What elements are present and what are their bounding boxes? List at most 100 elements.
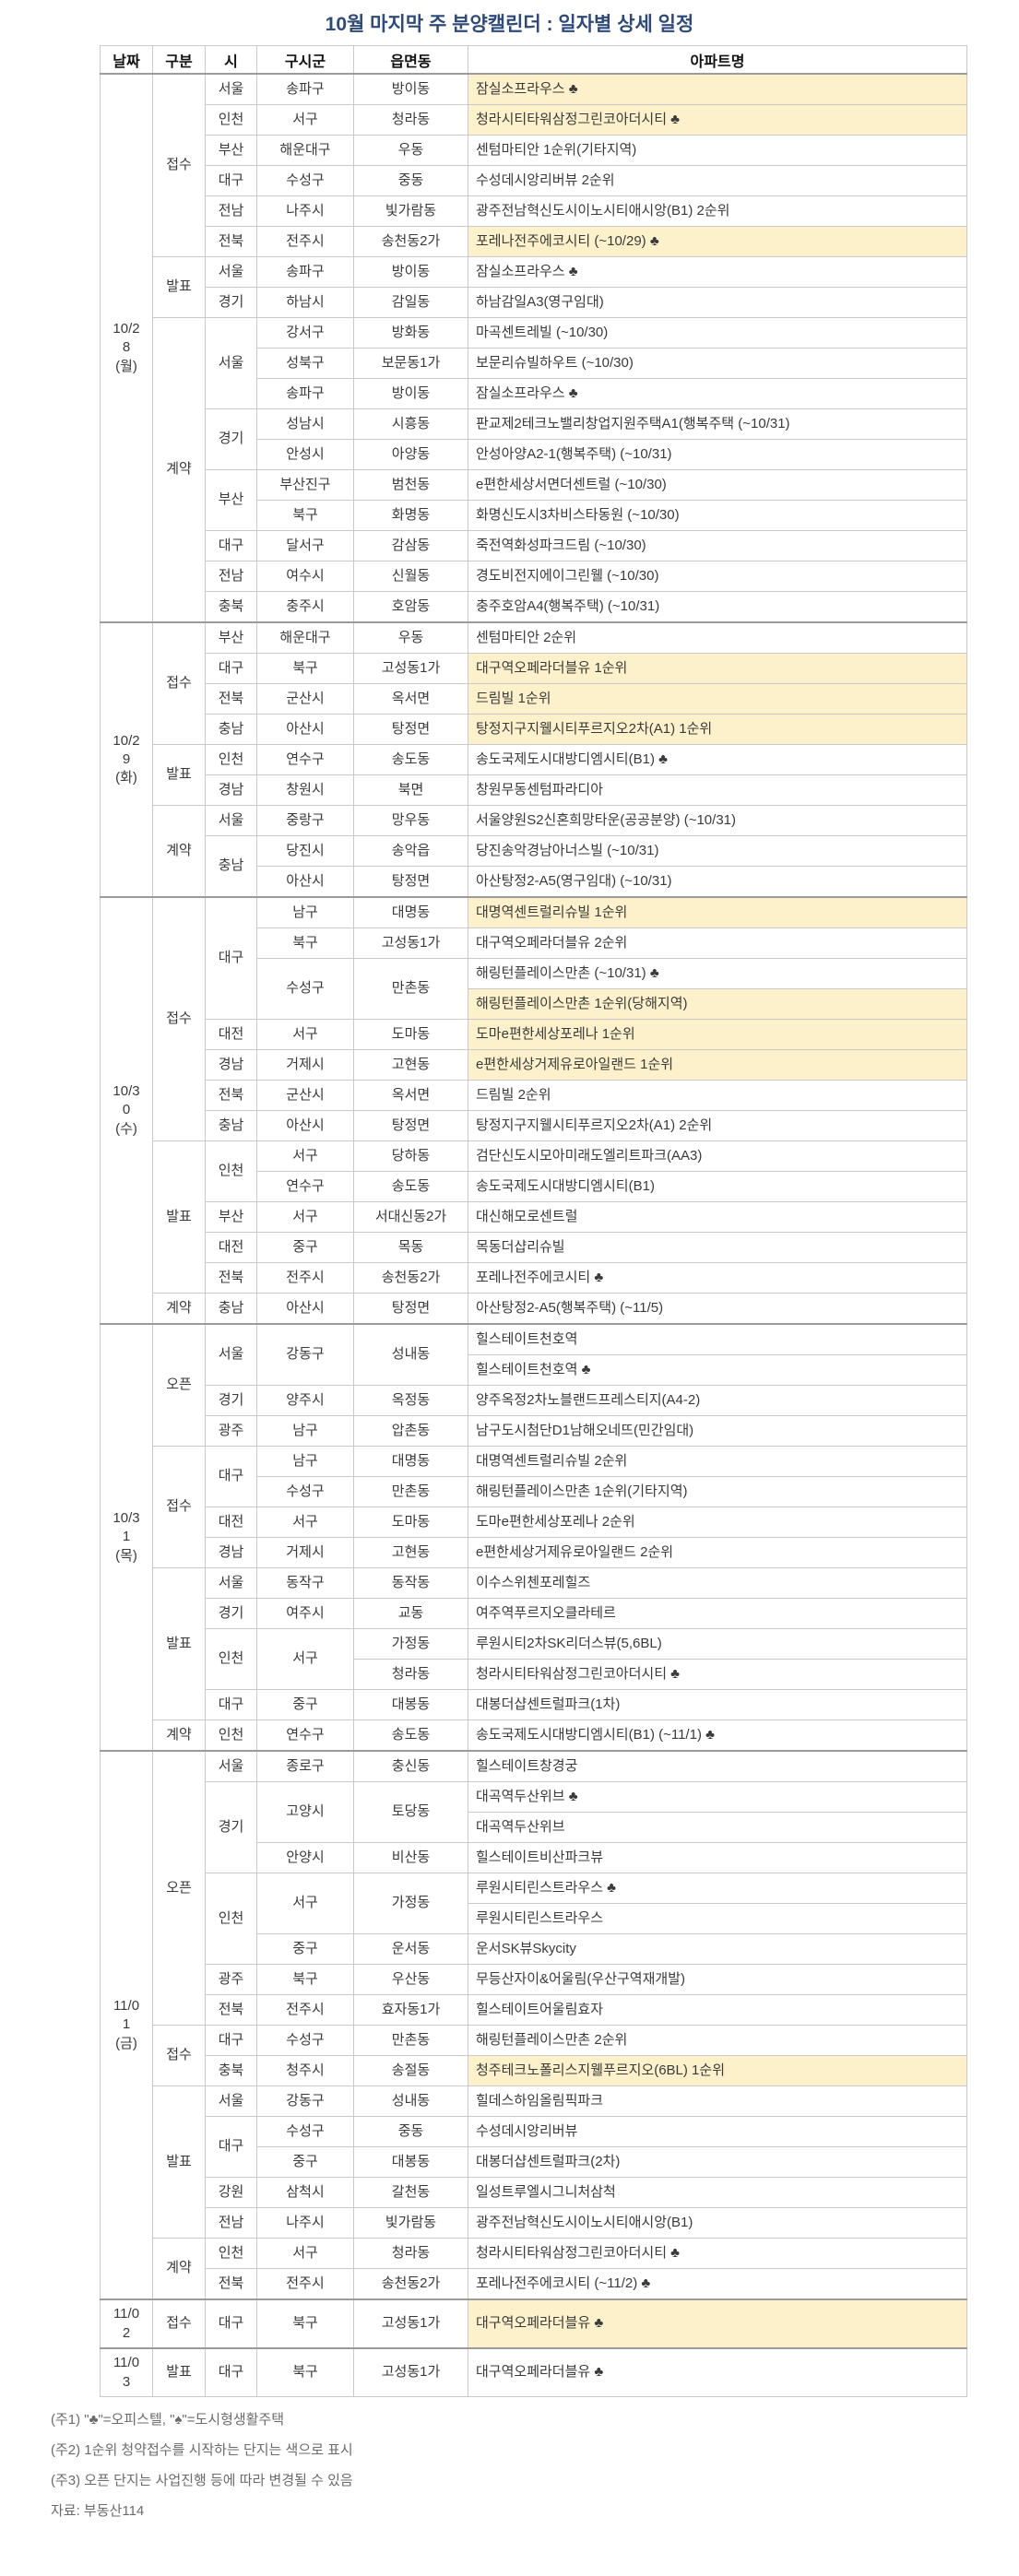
si-cell: 인천 — [205, 744, 257, 775]
si-cell: 경기 — [205, 1781, 257, 1873]
gu-cell: 서구 — [256, 1019, 354, 1050]
table-row: 전북 군산시 옥서면 드림빌 1순위 — [101, 683, 967, 715]
apt-cell: 판교제2테크노밸리창업지원주택A1(행복주택 (~10/31) — [468, 408, 967, 440]
dong-cell: 성내동 — [353, 1323, 468, 1386]
si-cell: 광주 — [205, 1964, 257, 1995]
gu-cell: 중랑구 — [256, 805, 354, 836]
gu-cell: 전주시 — [256, 2268, 354, 2300]
gu-cell: 남구 — [256, 896, 354, 928]
dong-cell: 빛가람동 — [353, 2207, 468, 2239]
gu-cell: 해운대구 — [256, 621, 354, 654]
dong-cell: 고현동 — [353, 1049, 468, 1081]
gu-cell: 수성구 — [256, 2116, 354, 2147]
table-row: 아산시 탕정면 아산탕정2-A5(영구임대) (~10/31) — [101, 866, 967, 898]
gu-cell: 강동구 — [256, 2086, 354, 2117]
table-row: 11/0 2 접수 대구 북구 고성동1가 대구역오페라더블유 ♣ — [100, 2298, 967, 2349]
gu-cell: 거제시 — [256, 1537, 354, 1568]
apt-cell: 청라시티타워삼정그린코아더시티 ♣ — [468, 104, 967, 136]
gu-cell: 거제시 — [256, 1049, 354, 1081]
gu-cell: 송파구 — [256, 378, 354, 409]
si-cell: 서울 — [205, 256, 257, 288]
apt-cell: 힐스테이트어울림효자 — [468, 1994, 967, 2026]
si-cell: 충북 — [205, 591, 257, 623]
gu-cell: 군산시 — [256, 683, 354, 715]
apt-cell: 대명역센트럴리슈빌 2순위 — [468, 1446, 967, 1477]
footnote-2: (주2) 1순위 청약접수를 시작하는 단지는 색으로 표시 — [51, 2442, 353, 2458]
table-row: 인천 서구 가정동 루원시티린스트라우스 ♣ — [101, 1873, 967, 1965]
dong-cell: 옥서면 — [353, 1080, 468, 1111]
si-cell: 부산 — [205, 135, 257, 166]
gu-cell: 성북구 — [256, 348, 354, 379]
date-cell: 10/2 8 (월) — [100, 73, 153, 623]
dong-cell: 만촌동 — [353, 958, 468, 1020]
table-row: 대전 서구 도마동 도마e편한세상포레나 2순위 — [101, 1507, 967, 1538]
table-row: 대구 달서구 감삼동 죽전역화성파크드림 (~10/30) — [101, 530, 967, 561]
apt-cell: 대명역센트럴리슈빌 1순위 — [468, 896, 967, 928]
dong-cell: 중동 — [353, 2116, 468, 2147]
table-row: 충남 당진시 송악읍 당진송악경남아너스빌 (~10/31) — [101, 835, 967, 898]
header-apt: 아파트명 — [468, 45, 967, 75]
apt-cell: 힐스테이트비산파크뷰 — [468, 1842, 967, 1873]
si-cell: 전북 — [205, 1080, 257, 1111]
si-cell: 서울 — [205, 805, 257, 836]
section-cell: 접수 — [152, 896, 206, 1141]
apt-cell: 무등산자이&어울림(우산구역재개발) — [468, 1964, 967, 1995]
si-cell: 광주 — [205, 1415, 257, 1447]
si-cell: 전남 — [205, 561, 257, 592]
apt-cell: 대곡역두산위브 ♣ — [468, 1781, 967, 1813]
gu-cell: 서구 — [256, 1873, 354, 1934]
apt-cell: 화명신도시3차비스타동원 (~10/30) — [468, 500, 967, 531]
si-cell: 서울 — [205, 2086, 257, 2117]
table-row: 연수구 송도동 송도국제도시대방디엠시티(B1) — [101, 1171, 967, 1202]
dong-cell: 옥서면 — [353, 683, 468, 715]
table-row: 부산 해운대구 우동 센텀마티안 1순위(기타지역) — [101, 135, 967, 166]
gu-cell: 양주시 — [256, 1385, 354, 1416]
gu-cell: 북구 — [256, 653, 354, 684]
apt-cell: 송도국제도시대방디엠시티(B1) (~11/1) ♣ — [468, 1719, 967, 1752]
gu-cell: 강서구 — [256, 317, 354, 349]
si-cell: 대구 — [205, 165, 257, 196]
apt-cell: 대신해모로센트럴 — [468, 1201, 967, 1233]
header-date: 날짜 — [100, 45, 153, 75]
gu-cell: 서구 — [256, 1628, 354, 1690]
gu-cell: 달서구 — [256, 530, 354, 561]
dong-cell: 고성동1가 — [353, 928, 468, 959]
apt-cell: 송도국제도시대방디엠시티(B1) ♣ — [468, 744, 967, 775]
apt-cell: 광주전남혁신도시이노시티애시앙(B1) — [468, 2207, 967, 2239]
apt-cell: 해링턴플레이스만촌 1순위(기타지역) — [468, 1476, 967, 1507]
apt-cell: 센텀마티안 1순위(기타지역) — [468, 135, 967, 166]
section-cell: 발표 — [152, 1140, 206, 1294]
section-cell: 계약 — [152, 317, 206, 623]
apt-cell: 청라시티타워삼정그린코아더시티 ♣ — [468, 1659, 967, 1690]
si-cell: 서울 — [205, 1750, 257, 1782]
dong-cell: 송악읍 — [353, 835, 468, 867]
table-row: 11/0 1 (금) 오픈 서울 종로구 충신동 힐스테이트창경궁 — [100, 1750, 967, 2300]
si-cell: 부산 — [205, 621, 257, 654]
gu-cell: 성남시 — [256, 408, 354, 440]
table-row: 전남 여수시 신월동 경도비전지에이그린웰 (~10/30) — [101, 561, 967, 592]
dong-cell: 시흥동 — [353, 408, 468, 440]
apt-cell: 힐데스하임올림픽파크 — [468, 2086, 967, 2117]
section-cell: 오픈 — [152, 1750, 206, 2026]
dong-cell: 고현동 — [353, 1537, 468, 1568]
si-cell: 충북 — [205, 2055, 257, 2086]
footnote-1: (주1) "♣"=오피스텔, "♠"=도시형생활주택 — [51, 2412, 285, 2428]
si-cell: 경남 — [205, 774, 257, 806]
apt-cell: 충주호암A4(행복주택) (~10/31) — [468, 591, 967, 623]
dong-cell: 고성동1가 — [353, 653, 468, 684]
table-row: 10/2 8 (월) 접수 서울 송파구 방이동 잠실소프라우스 ♣ — [100, 73, 967, 623]
dong-cell: 당하동 — [353, 1140, 468, 1172]
apt-cell: 포레나전주에코시티 ♣ — [468, 1262, 967, 1294]
apt-cell: 청라시티타워삼정그린코아더시티 ♣ — [468, 2238, 967, 2269]
dong-cell: 고성동1가 — [353, 2298, 468, 2349]
dong-cell: 범천동 — [353, 469, 468, 501]
apt-cell: 남구도시첨단D1남해오네뜨(민간임대) — [468, 1415, 967, 1447]
si-cell: 경남 — [205, 1537, 257, 1568]
gu-cell: 중구 — [256, 2146, 354, 2178]
table-row: 안양시 비산동 힐스테이트비산파크뷰 — [101, 1842, 967, 1873]
table-row: 11/0 3 발표 대구 북구 고성동1가 대구역오페라더블유 ♣ — [100, 2347, 967, 2397]
si-cell: 전북 — [205, 1262, 257, 1294]
apt-cell: 창원무동센텀파라디아 — [468, 774, 967, 806]
dong-cell: 옥정동 — [353, 1385, 468, 1416]
table-row: 전남 나주시 빛가람동 광주전남혁신도시이노시티애시앙(B1) 2순위 — [101, 195, 967, 227]
